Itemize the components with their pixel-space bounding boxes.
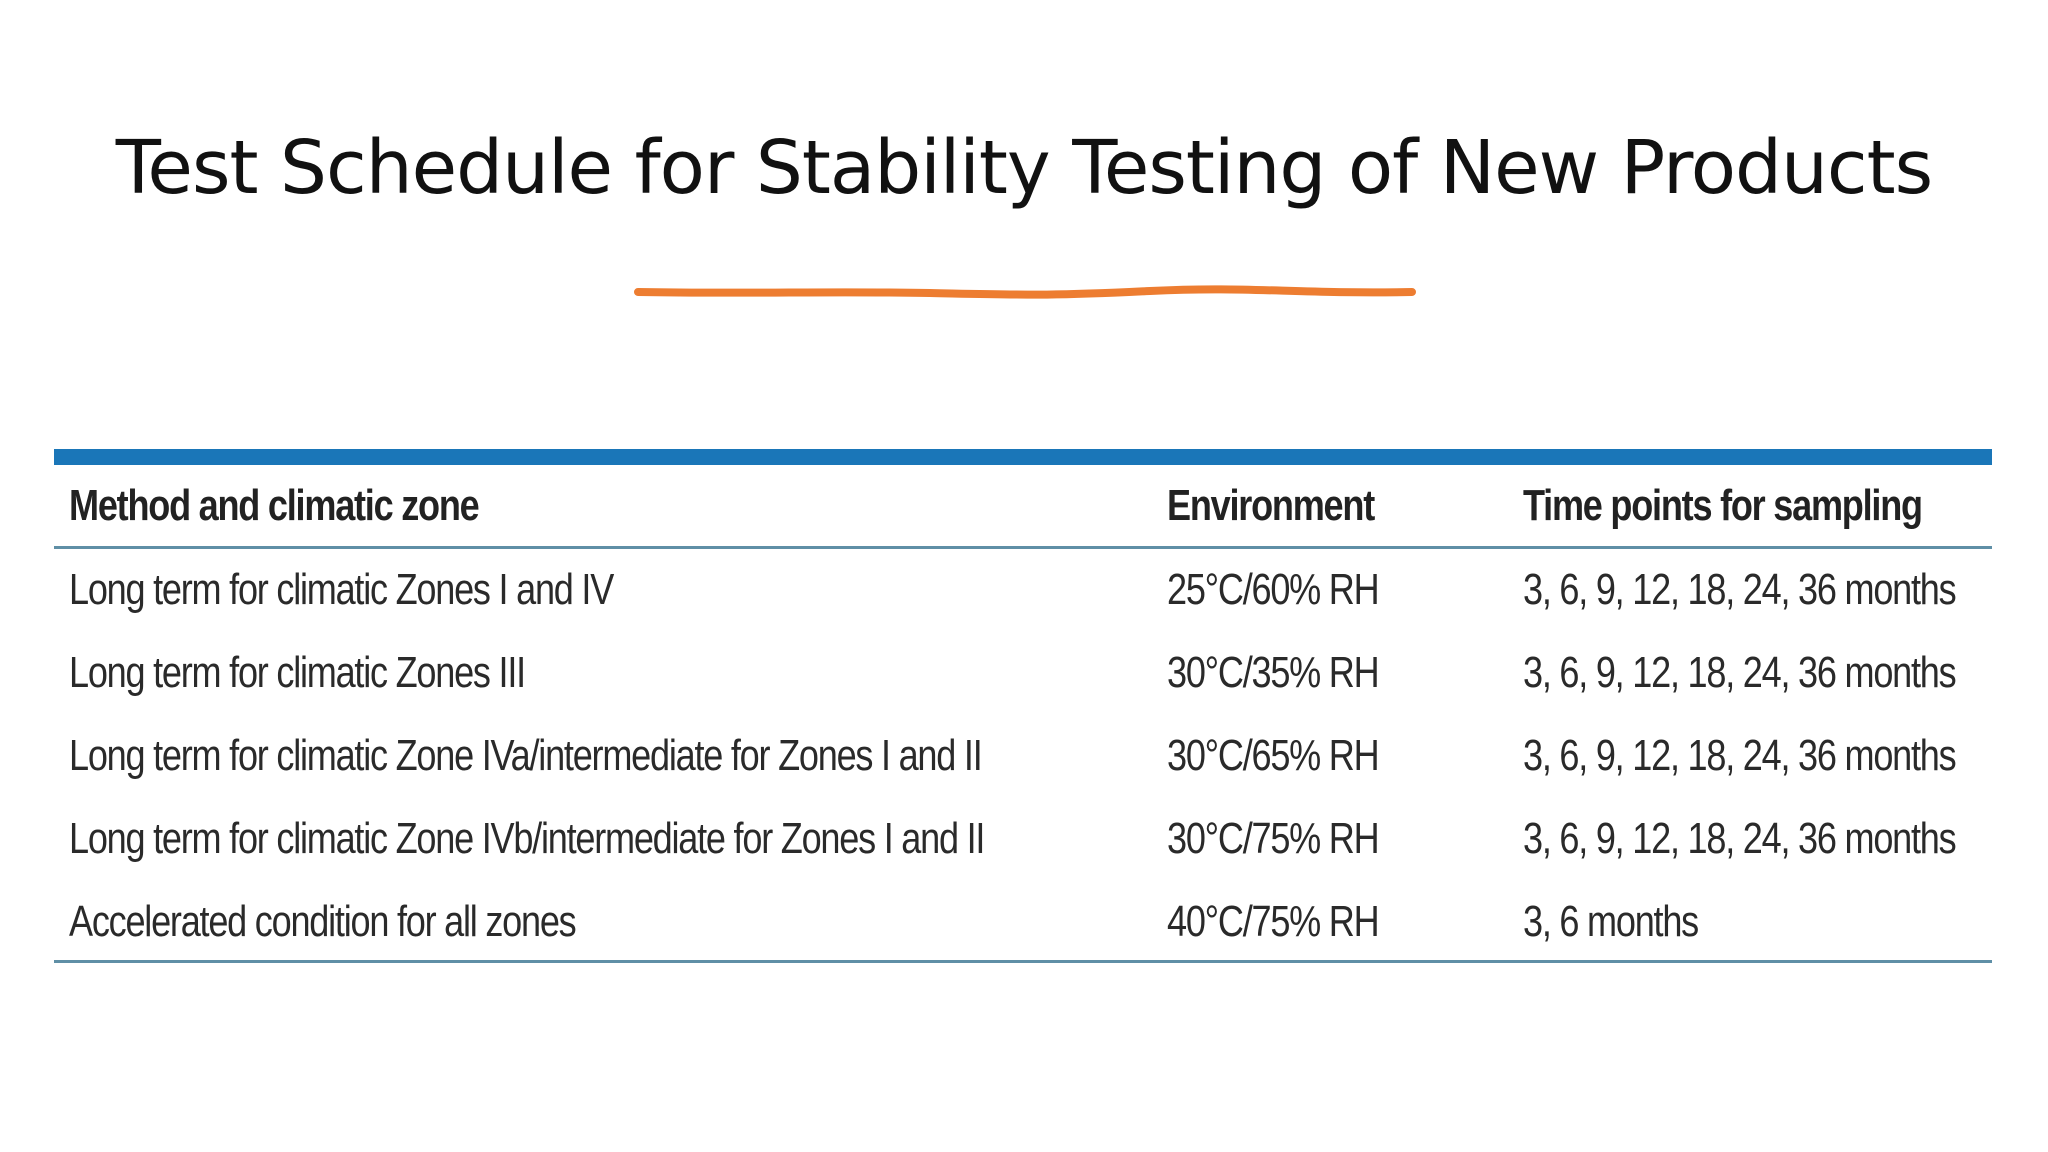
column-header-time-points: Time points for sampling [1523,481,1923,530]
environment-cell: 30°C/75% RH [1167,814,1380,863]
time-points-cell: 3, 6 months [1523,897,1699,946]
time-points-cell: 3, 6, 9, 12, 18, 24, 36 months [1523,648,1957,697]
method-cell: Long term for climatic Zone IVa/intermed… [69,731,983,780]
environment-cell: 25°C/60% RH [1167,565,1380,614]
environment-cell: 30°C/35% RH [1167,648,1380,697]
method-cell: Long term for climatic Zones I and IV [69,565,614,614]
table-header-row: Method and climatic zone Environment Tim… [54,465,1992,547]
time-points-cell: 3, 6, 9, 12, 18, 24, 36 months [1523,731,1957,780]
environment-cell: 40°C/75% RH [1167,897,1380,946]
table-header-bar [54,449,1992,465]
table-bottom-rule [54,960,1992,963]
column-header-environment: Environment [1167,481,1375,530]
table-row: Long term for climatic Zones I and IV 25… [54,549,1992,631]
time-points-cell: 3, 6, 9, 12, 18, 24, 36 months [1523,565,1957,614]
stability-schedule-table: Method and climatic zone Environment Tim… [54,449,1992,964]
slide-title: Test Schedule for Stability Testing of N… [115,125,1933,211]
method-cell: Long term for climatic Zones III [69,648,526,697]
table-row: Long term for climatic Zone IVb/intermed… [54,798,1992,880]
time-points-cell: 3, 6, 9, 12, 18, 24, 36 months [1523,814,1957,863]
table-row: Long term for climatic Zones III 30°C/35… [54,632,1992,714]
header-divider [54,546,1992,549]
environment-cell: 30°C/65% RH [1167,731,1380,780]
table-row: Long term for climatic Zone IVa/intermed… [54,715,1992,797]
method-cell: Accelerated condition for all zones [69,897,577,946]
title-underline [634,285,1416,299]
method-cell: Long term for climatic Zone IVb/intermed… [69,814,985,863]
column-header-method: Method and climatic zone [69,481,480,530]
table-row: Accelerated condition for all zones 40°C… [54,881,1992,963]
